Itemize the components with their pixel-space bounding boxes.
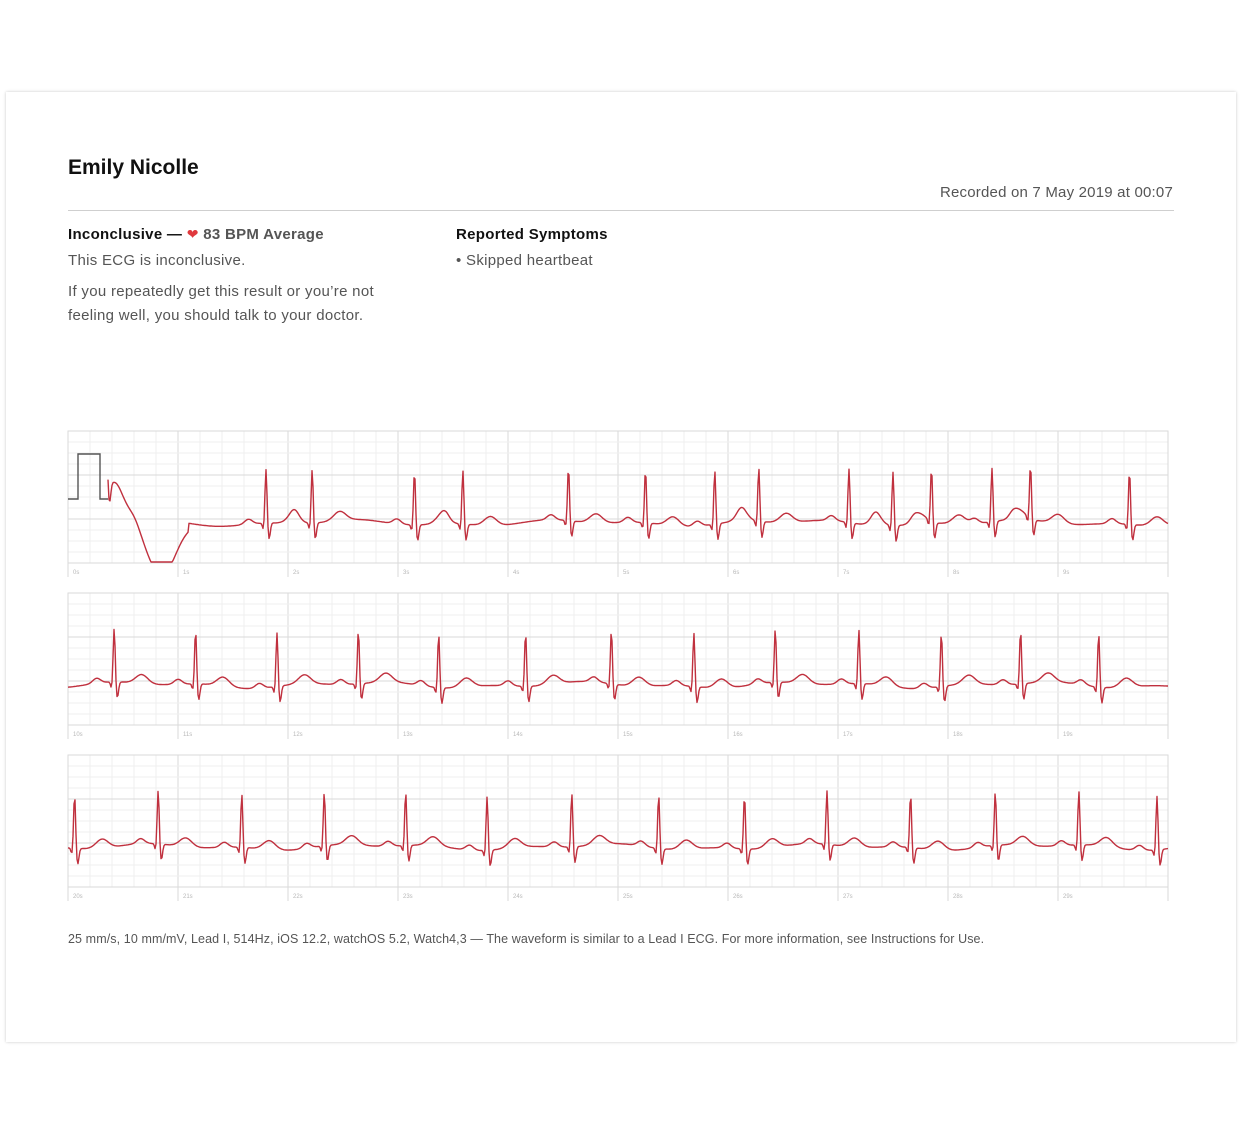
- result-summary: This ECG is inconclusive.: [68, 252, 246, 269]
- tick-label: 21s: [183, 894, 193, 900]
- ecg-strip-2: 10s 11s 12s 13s 14s 15s 16s 17s 18s 19s: [67, 592, 1169, 739]
- recording-footnote: 25 mm/s, 10 mm/mV, Lead I, 514Hz, iOS 12…: [68, 932, 985, 946]
- tick-label: 11s: [183, 732, 192, 738]
- tick-label: 17s: [843, 732, 853, 738]
- tick-label: 2s: [293, 570, 299, 576]
- symptoms-list: • Skipped heartbeat: [456, 252, 608, 269]
- ecg-trace: [107, 467, 1169, 563]
- tick-label: 20s: [73, 894, 83, 900]
- symptoms-title: Reported Symptoms: [456, 226, 608, 243]
- result-section: Inconclusive — ❤ 83 BPM Average This ECG…: [68, 226, 408, 327]
- title-separator: —: [162, 226, 187, 243]
- tick-label: 26s: [733, 894, 743, 900]
- tick-label: 0s: [73, 570, 79, 576]
- tick-label: 28s: [953, 894, 963, 900]
- tick-label: 13s: [403, 732, 413, 738]
- recorded-date: Recorded on 7 May 2019 at 00:07: [939, 184, 1173, 201]
- ecg-trace: [67, 790, 1169, 866]
- calibration-pulse: [68, 453, 108, 500]
- ecg-strip-1: 0s 1s 2s 3s 4s 5s 6s 7s 8s 9s: [67, 430, 1169, 577]
- header-divider: [68, 210, 1174, 211]
- ecg-grid: [67, 592, 1169, 726]
- tick-label: 25s: [623, 894, 633, 900]
- tick-label: 18s: [953, 732, 963, 738]
- tick-label: 19s: [1063, 732, 1073, 738]
- heart-icon: ❤: [186, 226, 199, 242]
- symptom-item: • Skipped heartbeat: [456, 252, 593, 269]
- classification: Inconclusive: [68, 226, 163, 243]
- ecg-trace: [67, 628, 1168, 704]
- tick-label: 27s: [843, 894, 853, 900]
- tick-label: 9s: [1063, 570, 1069, 576]
- tick-label: 29s: [1063, 894, 1073, 900]
- tick-label: 12s: [293, 732, 303, 738]
- tick-label: 22s: [293, 894, 303, 900]
- tick-label: 4s: [513, 570, 519, 576]
- tick-label: 5s: [623, 570, 629, 576]
- ecg-strip-3: 20s 21s 22s 23s 24s 25s 26s 27s 28s 29s: [67, 754, 1169, 901]
- tick-label: 23s: [403, 894, 413, 900]
- average-bpm: 83 BPM Average: [203, 226, 324, 243]
- tick-label: 16s: [733, 732, 743, 738]
- tick-label: 10s: [73, 732, 83, 738]
- tick-label: 24s: [513, 894, 523, 900]
- ecg-grid: [67, 430, 1169, 564]
- tick-label: 6s: [733, 570, 739, 576]
- ecg-report-sheet: Emily Nicolle Recorded on 7 May 2019 at …: [6, 92, 1236, 1042]
- tick-label: 14s: [513, 732, 523, 738]
- tick-label: 1s: [183, 570, 189, 576]
- tick-label: 8s: [953, 570, 959, 576]
- result-advice: If you repeatedly get this result or you…: [68, 283, 374, 324]
- tick-label: 7s: [843, 570, 849, 576]
- tick-label: 15s: [623, 732, 633, 738]
- result-title: Inconclusive — ❤ 83 BPM Average: [68, 226, 408, 243]
- tick-label: 3s: [403, 570, 409, 576]
- ecg-grid: [67, 754, 1169, 888]
- patient-name: Emily Nicolle: [68, 156, 199, 179]
- symptoms-section: Reported Symptoms • Skipped heartbeat: [456, 226, 608, 269]
